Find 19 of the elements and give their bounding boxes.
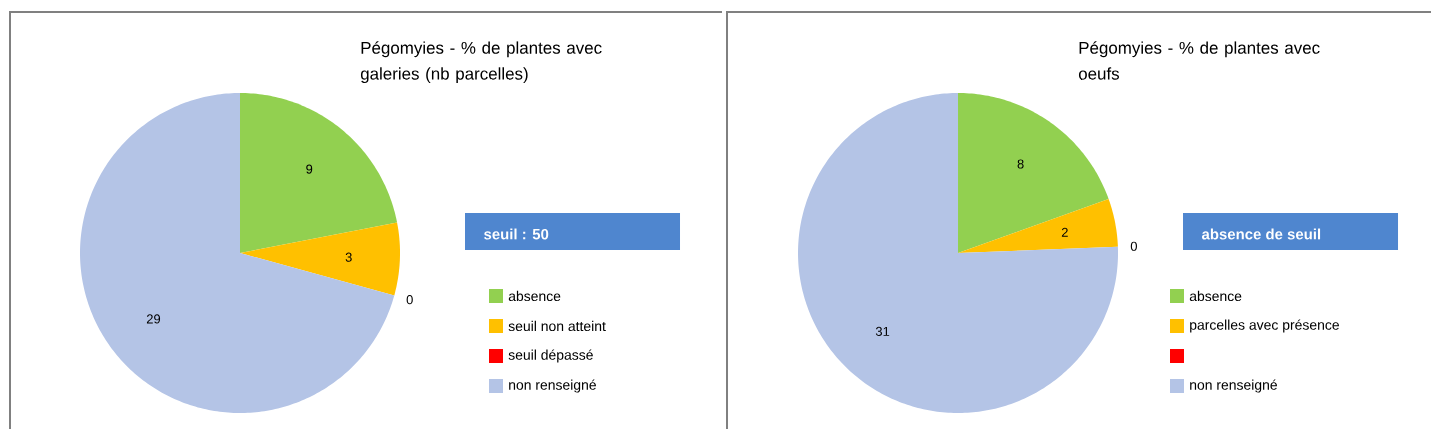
- text: 0: [1130, 241, 1137, 251]
- text: seuil : 50: [484, 228, 549, 240]
- data-label: 3: [345, 252, 352, 262]
- legend-label: absence: [1189, 290, 1242, 302]
- text: absence de seuil: [1201, 228, 1321, 240]
- legend-label: non renseigné: [509, 379, 596, 393]
- legend-label: seuil dépassé: [508, 349, 593, 363]
- data-label: 2: [1061, 227, 1068, 237]
- text: 0: [406, 295, 413, 305]
- legend-label: non renseigné: [1190, 379, 1277, 393]
- legend-label: absence: [508, 290, 561, 302]
- legend-label: seuil non atteint: [508, 320, 606, 332]
- chart-title: Pégomyies - % de plantes avec galeries (nb parcelles): [360, 41, 602, 84]
- data-label: 29: [146, 314, 161, 324]
- data-label: 9: [306, 164, 313, 174]
- data-label: 8: [1017, 159, 1024, 169]
- chart-title: Pégomyies - % de plantes avec oeufs: [1078, 41, 1320, 80]
- data-label: 31: [875, 326, 890, 336]
- legend-label: parcelles avec présence: [1190, 319, 1339, 333]
